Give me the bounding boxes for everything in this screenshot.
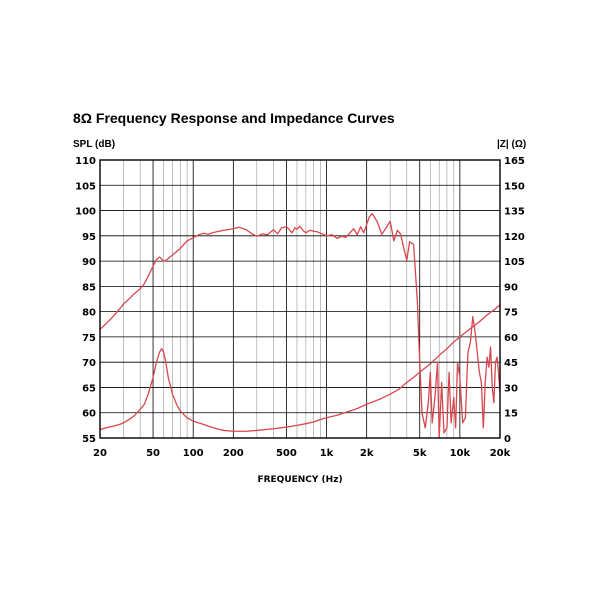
y-left-tick-label: 90 [82,257,96,268]
x-tick-label: 20 [93,448,107,459]
y-left-tick-label: 110 [75,156,96,167]
x-tick-label: 500 [276,448,297,459]
tick-labels: 20 50 100 200 500 1k 2k 5k 10k 20k 110 105 100 95 90 85… [75,156,525,459]
y-left-tick-label: 80 [82,308,96,319]
left-axis-label: SPL (dB) [73,139,115,150]
y-right-tick-label: 165 [504,156,525,167]
x-tick-label: 5k [413,448,427,459]
chart-title: 8Ω Frequency Response and Impedance Curv… [73,110,395,126]
x-tick-label: 1k [320,448,334,459]
y-left-tick-label: 100 [75,207,96,218]
y-left-tick-label: 95 [82,232,96,243]
x-tick-label: 2k [360,448,374,459]
right-axis-label: |Z| (Ω) [497,139,526,150]
y-left-tick-label: 60 [82,409,96,420]
y-right-tick-label: 45 [504,358,518,369]
y-right-tick-label: 15 [504,409,518,420]
y-right-tick-label: 105 [504,257,525,268]
curves [100,212,500,438]
x-axis-label: FREQUENCY (Hz) [257,475,342,485]
y-left-tick-label: 105 [75,181,96,192]
spl-curve [100,212,500,438]
plot-frame [99,159,501,439]
y-right-tick-label: 60 [504,333,518,344]
y-left-tick-label: 85 [82,282,96,293]
y-right-tick-label: 150 [504,181,525,192]
x-tick-label: 100 [183,448,204,459]
y-left-tick-label: 55 [82,434,96,445]
x-tick-label: 200 [223,448,244,459]
y-left-tick-label: 65 [82,383,96,394]
y-left-tick-label: 70 [82,358,96,369]
x-tick-label: 20k [490,448,511,459]
x-tick-label: 10k [450,448,471,459]
y-right-tick-label: 75 [504,308,518,319]
y-right-tick-label: 135 [504,207,525,218]
y-right-tick-label: 0 [504,434,511,445]
y-right-tick-label: 120 [504,232,525,243]
y-left-tick-label: 75 [82,333,96,344]
grid [100,160,500,438]
impedance-curve [100,304,500,432]
y-right-tick-label: 90 [504,282,518,293]
x-tick-label: 50 [146,448,160,459]
y-right-tick-label: 30 [504,383,518,394]
